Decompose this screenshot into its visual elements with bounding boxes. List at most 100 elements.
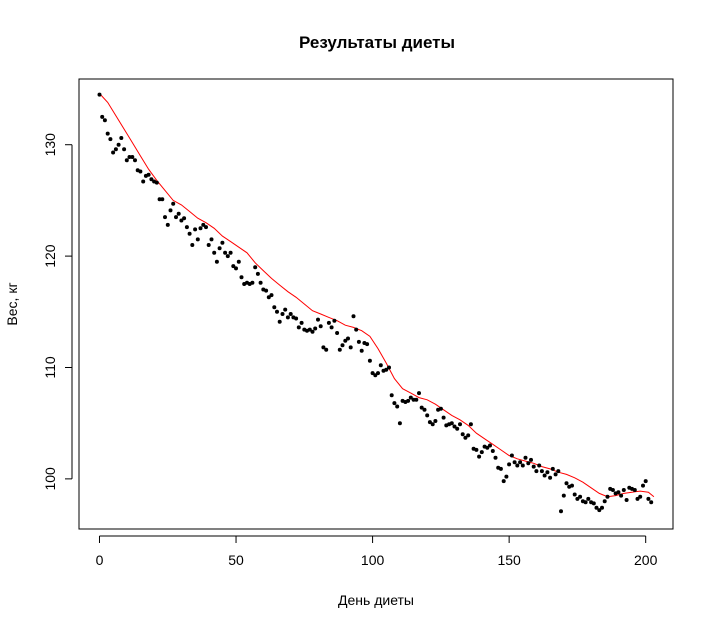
data-point xyxy=(346,336,350,341)
data-point xyxy=(556,469,561,474)
data-point xyxy=(255,271,260,276)
data-point xyxy=(294,316,299,321)
chart-title: Результаты диеты xyxy=(299,33,455,52)
data-point xyxy=(356,339,361,344)
data-point xyxy=(138,169,143,174)
data-point xyxy=(559,509,563,514)
data-point xyxy=(605,494,610,499)
data-point xyxy=(586,496,591,501)
data-point xyxy=(324,347,329,352)
data-point xyxy=(550,466,555,471)
data-point xyxy=(310,329,315,334)
data-point xyxy=(408,395,413,400)
data-point xyxy=(122,147,127,152)
data-point xyxy=(572,492,577,497)
data-point xyxy=(591,501,596,506)
data-point xyxy=(228,250,233,255)
data-point xyxy=(149,177,154,182)
data-point xyxy=(236,259,241,264)
data-point xyxy=(127,155,132,159)
data-point xyxy=(515,463,520,468)
data-point xyxy=(433,419,438,423)
data-point xyxy=(288,312,293,316)
data-point xyxy=(395,404,400,409)
data-point xyxy=(531,464,536,469)
data-point xyxy=(231,264,236,269)
data-point xyxy=(485,445,490,450)
data-point xyxy=(316,317,320,322)
data-point xyxy=(174,215,178,220)
data-point xyxy=(493,455,498,460)
data-point xyxy=(419,405,424,410)
trend-line xyxy=(99,93,655,498)
data-point xyxy=(441,415,446,420)
data-point xyxy=(223,250,228,255)
data-point xyxy=(116,142,121,147)
x-tick-label: 200 xyxy=(634,552,658,568)
y-tick-label: 110 xyxy=(42,356,58,379)
data-point xyxy=(299,320,304,325)
data-point xyxy=(600,505,604,510)
y-tick-label: 100 xyxy=(42,467,58,491)
data-point xyxy=(296,325,301,330)
y-tick-label: 120 xyxy=(42,244,58,268)
data-point xyxy=(119,136,124,140)
y-tick-label: 130 xyxy=(42,133,58,157)
x-tick-label: 50 xyxy=(228,552,244,568)
data-point xyxy=(141,179,146,184)
data-point xyxy=(275,309,279,314)
data-point xyxy=(488,443,492,448)
data-point xyxy=(100,114,105,119)
data-point xyxy=(204,225,208,230)
data-point xyxy=(335,331,340,335)
data-point xyxy=(239,275,244,280)
data-point xyxy=(190,243,195,247)
data-point xyxy=(133,158,137,163)
data-point xyxy=(578,494,583,499)
data-point xyxy=(146,172,151,177)
data-point xyxy=(387,365,391,370)
data-point xyxy=(225,254,230,259)
data-point xyxy=(504,474,509,479)
data-point xyxy=(468,422,473,427)
data-point xyxy=(272,305,277,310)
data-point xyxy=(179,218,184,223)
data-point xyxy=(332,318,337,323)
data-point xyxy=(643,479,648,484)
data-point xyxy=(417,391,421,396)
data-point xyxy=(632,488,637,492)
y-axis-label: Вес, кг xyxy=(4,282,20,325)
data-point xyxy=(477,454,482,459)
data-point xyxy=(520,463,525,468)
data-point xyxy=(193,227,198,232)
data-point xyxy=(373,373,378,378)
data-point xyxy=(512,460,517,465)
data-point xyxy=(430,422,435,427)
data-point xyxy=(378,363,383,368)
data-point xyxy=(113,147,118,152)
data-point xyxy=(253,265,258,270)
data-point xyxy=(351,314,356,319)
data-point xyxy=(354,327,359,332)
data-point xyxy=(283,307,288,312)
data-point xyxy=(583,500,588,505)
data-point xyxy=(124,158,129,163)
data-point xyxy=(343,338,348,343)
data-point xyxy=(529,457,533,462)
data-point xyxy=(163,215,167,220)
x-tick-label: 0 xyxy=(96,552,104,568)
data-point xyxy=(234,266,238,271)
data-point xyxy=(307,327,312,332)
data-point xyxy=(365,342,370,347)
data-point xyxy=(105,131,110,136)
data-point xyxy=(198,226,203,231)
data-point xyxy=(406,398,411,403)
data-point xyxy=(597,508,602,513)
data-point xyxy=(108,137,113,142)
data-point xyxy=(594,505,599,510)
data-point xyxy=(182,216,187,221)
data-point xyxy=(537,463,542,468)
data-point xyxy=(422,407,427,412)
data-point xyxy=(111,150,116,155)
data-point xyxy=(539,469,544,474)
